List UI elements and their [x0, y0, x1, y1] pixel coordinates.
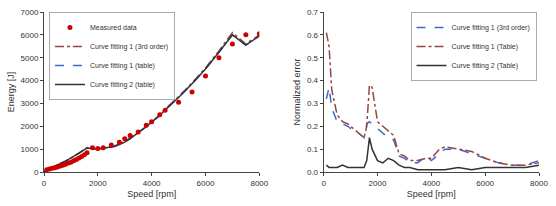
- svg-text:0: 0: [42, 179, 47, 188]
- svg-text:Curve fitting 1 (Table): Curve fitting 1 (Table): [452, 43, 519, 51]
- svg-text:5000: 5000: [21, 54, 39, 63]
- svg-text:0.0: 0.0: [307, 168, 319, 177]
- svg-text:4000: 4000: [21, 76, 39, 85]
- svg-text:0.5: 0.5: [307, 54, 319, 63]
- svg-text:Curve fitting 1 (3rd order): Curve fitting 1 (3rd order): [452, 24, 530, 32]
- svg-text:0: 0: [321, 179, 326, 188]
- svg-text:Curve fitting 1 (3rd order): Curve fitting 1 (3rd order): [90, 43, 168, 51]
- svg-text:Energy [J]: Energy [J]: [6, 72, 16, 113]
- svg-text:0.7: 0.7: [307, 8, 319, 17]
- svg-text:6000: 6000: [197, 179, 215, 188]
- svg-text:1000: 1000: [21, 145, 39, 154]
- svg-text:2000: 2000: [89, 179, 107, 188]
- svg-text:2000: 2000: [21, 122, 39, 131]
- svg-text:Measured data: Measured data: [90, 24, 137, 31]
- svg-text:3000: 3000: [21, 99, 39, 108]
- svg-text:6000: 6000: [476, 179, 494, 188]
- svg-text:Curve fitting 2 (table): Curve fitting 2 (table): [90, 81, 155, 89]
- svg-text:0.1: 0.1: [307, 145, 319, 154]
- svg-text:Curve fitting 1 (table): Curve fitting 1 (table): [90, 62, 155, 70]
- svg-text:0.6: 0.6: [307, 31, 319, 40]
- svg-text:8000: 8000: [530, 179, 548, 188]
- svg-text:0.4: 0.4: [307, 76, 319, 85]
- svg-text:0.3: 0.3: [307, 99, 319, 108]
- svg-text:2000: 2000: [369, 179, 387, 188]
- svg-text:4000: 4000: [422, 179, 440, 188]
- svg-text:0: 0: [34, 168, 39, 177]
- svg-text:7000: 7000: [21, 8, 39, 17]
- svg-text:Speed [rpm]: Speed [rpm]: [407, 189, 456, 199]
- svg-text:6000: 6000: [21, 31, 39, 40]
- svg-text:Normalized error: Normalized error: [292, 58, 302, 125]
- svg-text:4000: 4000: [143, 179, 161, 188]
- svg-text:Curve fitting 2 (Table): Curve fitting 2 (Table): [452, 62, 519, 70]
- svg-text:Speed [rpm]: Speed [rpm]: [127, 189, 176, 199]
- svg-text:8000: 8000: [250, 179, 268, 188]
- svg-text:0.2: 0.2: [307, 122, 319, 131]
